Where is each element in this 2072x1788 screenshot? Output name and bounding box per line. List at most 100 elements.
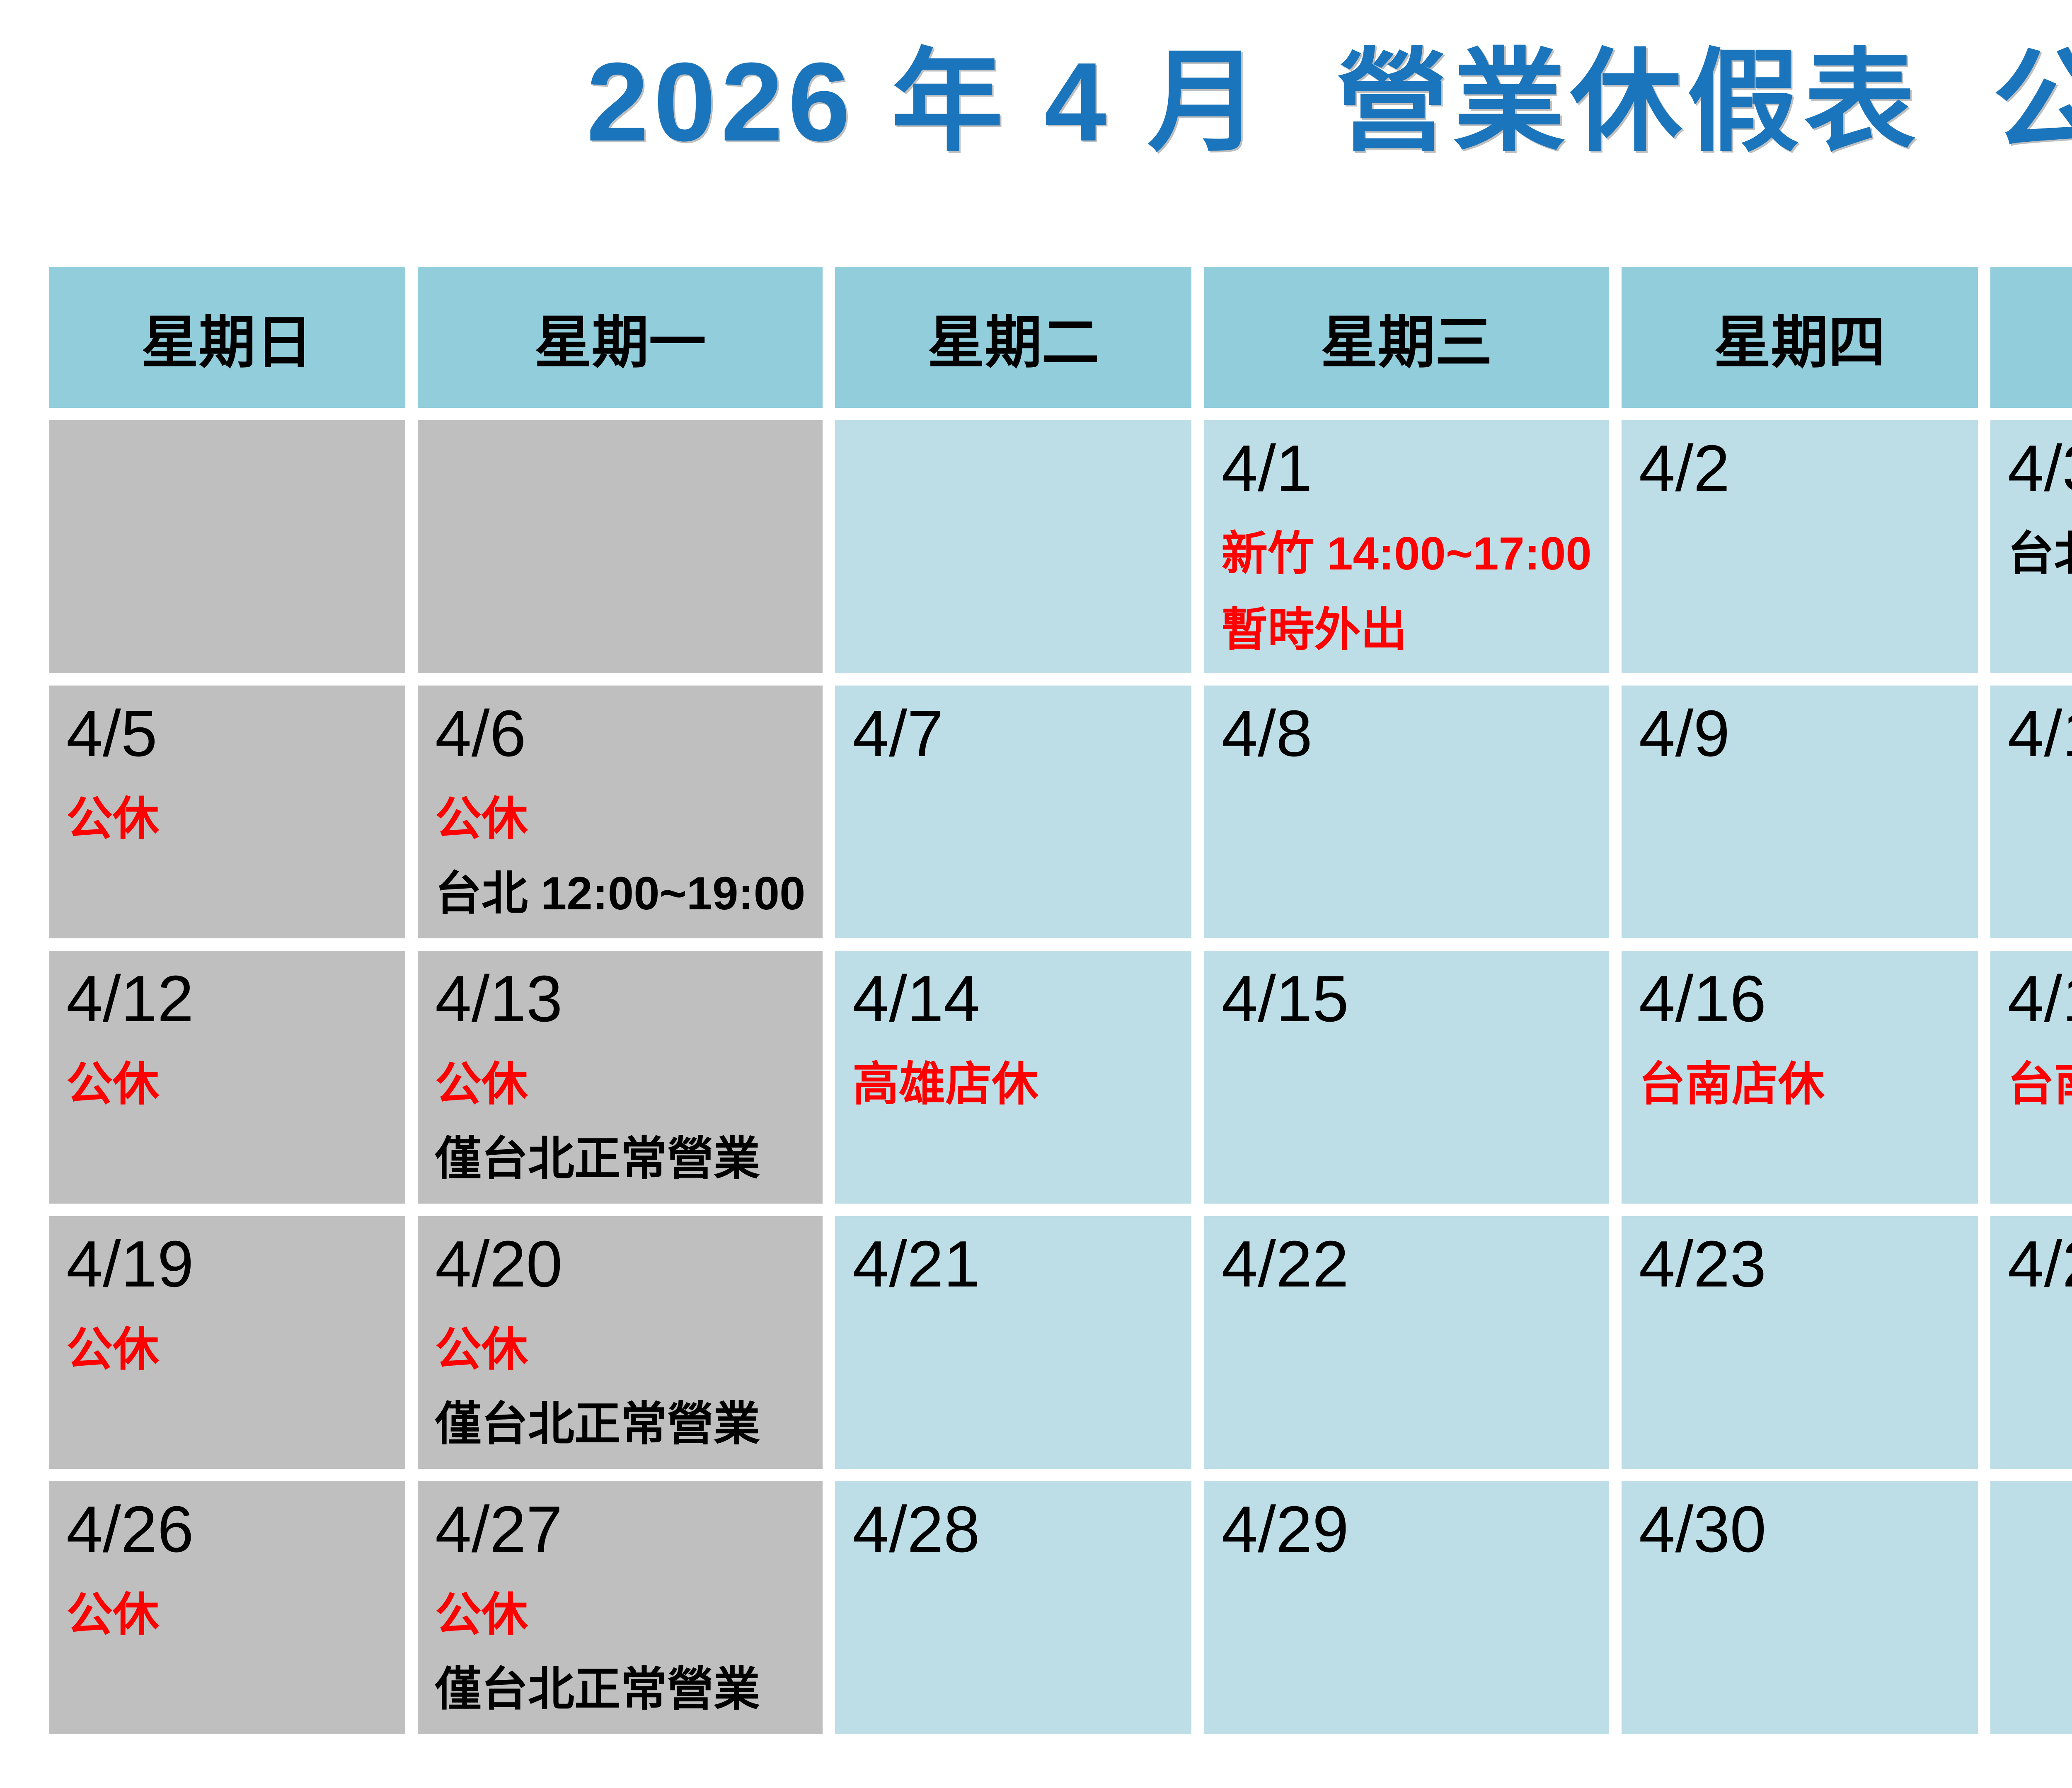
day-note: 台北 12:00~19:00 (435, 867, 806, 919)
day-cell-4-29: 4/29 (1204, 1481, 1609, 1734)
day-notes: 台南店休 (2008, 1037, 2072, 1191)
day-notes: 公休 僅台北正常營業 (435, 1568, 805, 1722)
weekday-header-monday: 星期一 (417, 267, 823, 408)
day-note: 公休 (66, 792, 159, 845)
day-number: 4/19 (66, 1228, 194, 1301)
day-note: 台北 12:00~19:00 (2007, 527, 2072, 579)
announcement-page: 2026 年 4 月 營業休假表 公告 星期日 星期一 星期二 星期三 星期四 … (0, 35, 2072, 1734)
day-notes (1221, 1037, 1591, 1191)
weekday-header-thursday: 星期四 (1621, 267, 1978, 408)
day-cell-4-14: 4/14 高雄店休 (835, 951, 1192, 1204)
day-notes (435, 431, 805, 661)
day-cell-4-8: 4/8 (1204, 686, 1609, 938)
day-notes: 台北 12:00~19:00 (2008, 506, 2072, 661)
day-note: 公休 (435, 1058, 528, 1110)
day-cell-4-12: 4/12 公休 (49, 951, 405, 1204)
day-cell-4-2: 4/2 (1621, 420, 1978, 673)
day-notes: 公休 僅台北正常營業 (435, 1302, 805, 1456)
day-notes (852, 1568, 1174, 1722)
day-note: 公休 (435, 792, 528, 845)
day-cell-4-24: 4/24 (1990, 1216, 2072, 1469)
day-number: 4/14 (852, 962, 980, 1035)
day-cell-4-22: 4/22 (1204, 1216, 1609, 1469)
day-note: 僅台北正常營業 (435, 1133, 760, 1185)
day-notes (2008, 1492, 2072, 1722)
weekday-header-sunday: 星期日 (49, 267, 405, 408)
day-note: 公休 (66, 1058, 159, 1110)
day-number: 4/2 (1639, 432, 1730, 505)
day-cell-4-7: 4/7 (835, 686, 1192, 938)
day-notes (852, 1302, 1174, 1456)
day-note: 僅台北正常營業 (435, 1663, 760, 1715)
day-cell-4-17: 4/17 台南店休 (1990, 951, 2072, 1204)
day-number: 4/28 (852, 1493, 980, 1566)
day-number: 4/20 (435, 1228, 563, 1301)
day-notes (852, 772, 1174, 926)
day-notes (2008, 1302, 2072, 1456)
day-note: 公休 (435, 1323, 528, 1375)
day-notes (1639, 1568, 1961, 1722)
day-number: 4/21 (852, 1228, 980, 1301)
day-note: 公休 (66, 1323, 159, 1375)
day-cell-4-26: 4/26 公休 (49, 1481, 405, 1734)
day-cell-4-21: 4/21 (835, 1216, 1192, 1469)
day-note: 公休 (435, 1588, 528, 1640)
day-cell-4-10: 4/10 (1990, 686, 2072, 938)
day-note: 新竹 14:00~17:00 (1221, 527, 1592, 579)
day-number: 4/12 (66, 962, 194, 1035)
day-notes (852, 431, 1174, 661)
day-note: 僅台北正常營業 (435, 1398, 760, 1450)
day-number: 4/3 (2007, 432, 2072, 505)
day-notes (1221, 1302, 1591, 1456)
day-notes: 台南店休 (1639, 1037, 1961, 1191)
day-notes: 公休 (66, 1568, 388, 1722)
day-notes: 新竹 14:00~17:00 暫時外出 (1221, 506, 1591, 661)
day-number: 4/30 (1639, 1493, 1767, 1566)
empty-day-cell (49, 420, 405, 673)
day-note: 台南店休 (2007, 1058, 2072, 1110)
calendar-grid: 星期日 星期一 星期二 星期三 星期四 星期五 星期六 4/1 新竹 14:00… (49, 267, 2072, 1734)
day-number: 4/15 (1221, 962, 1349, 1035)
day-number: 4/9 (1639, 697, 1730, 770)
day-cell-4-27: 4/27 公休僅台北正常營業 (417, 1481, 823, 1734)
day-cell-4-16: 4/16 台南店休 (1621, 951, 1978, 1204)
day-notes (66, 431, 388, 661)
day-notes (1221, 1568, 1591, 1722)
day-number: 4/27 (435, 1493, 563, 1566)
day-cell-4-28: 4/28 (835, 1481, 1192, 1734)
day-cell-4-13: 4/13 公休 僅台北正常營業 (417, 951, 823, 1204)
day-number: 4/23 (1639, 1228, 1767, 1301)
day-cell-4-6: 4/6 公休台北 12:00~19:00 (417, 686, 823, 938)
day-number: 4/10 (2007, 697, 2072, 770)
day-cell-4-30: 4/30 (1621, 1481, 1978, 1734)
day-note: 高雄店休 (852, 1058, 1038, 1110)
day-notes (1221, 772, 1591, 926)
day-note: 台南店休 (1639, 1058, 1825, 1110)
day-notes (1639, 772, 1961, 926)
day-number: 4/7 (852, 697, 944, 770)
day-cell-4-5: 4/5 公休 (49, 686, 405, 938)
page-title: 2026 年 4 月 營業休假表 公告 (586, 40, 2072, 165)
day-note: 暫時外出 (1221, 603, 1407, 656)
day-notes: 公休 (66, 772, 388, 926)
weekday-header-friday: 星期五 (1990, 267, 2072, 408)
day-number: 4/16 (1639, 962, 1767, 1035)
day-cell-4-9: 4/9 (1621, 686, 1978, 938)
day-cell-4-15: 4/15 (1204, 951, 1609, 1204)
day-number: 4/24 (2007, 1228, 2072, 1301)
day-number: 4/8 (1221, 697, 1312, 770)
weekday-header-tuesday: 星期二 (835, 267, 1192, 408)
day-number: 4/26 (66, 1493, 194, 1566)
day-number: 4/6 (435, 697, 526, 770)
day-cell-4-23: 4/23 (1621, 1216, 1978, 1469)
day-notes (1639, 1302, 1961, 1456)
day-number: 4/1 (1221, 432, 1312, 505)
day-note: 公休 (66, 1588, 159, 1640)
day-cell-4-3: 4/3 台北 12:00~19:00 (1990, 420, 2072, 673)
weekday-header-wednesday: 星期三 (1204, 267, 1609, 408)
empty-day-cell (835, 420, 1192, 673)
day-notes: 公休 僅台北正常營業 (435, 1037, 805, 1191)
day-number: 4/22 (1221, 1228, 1349, 1301)
day-cell-4-20: 4/20 公休僅台北正常營業 (417, 1216, 823, 1469)
empty-day-cell (417, 420, 823, 673)
